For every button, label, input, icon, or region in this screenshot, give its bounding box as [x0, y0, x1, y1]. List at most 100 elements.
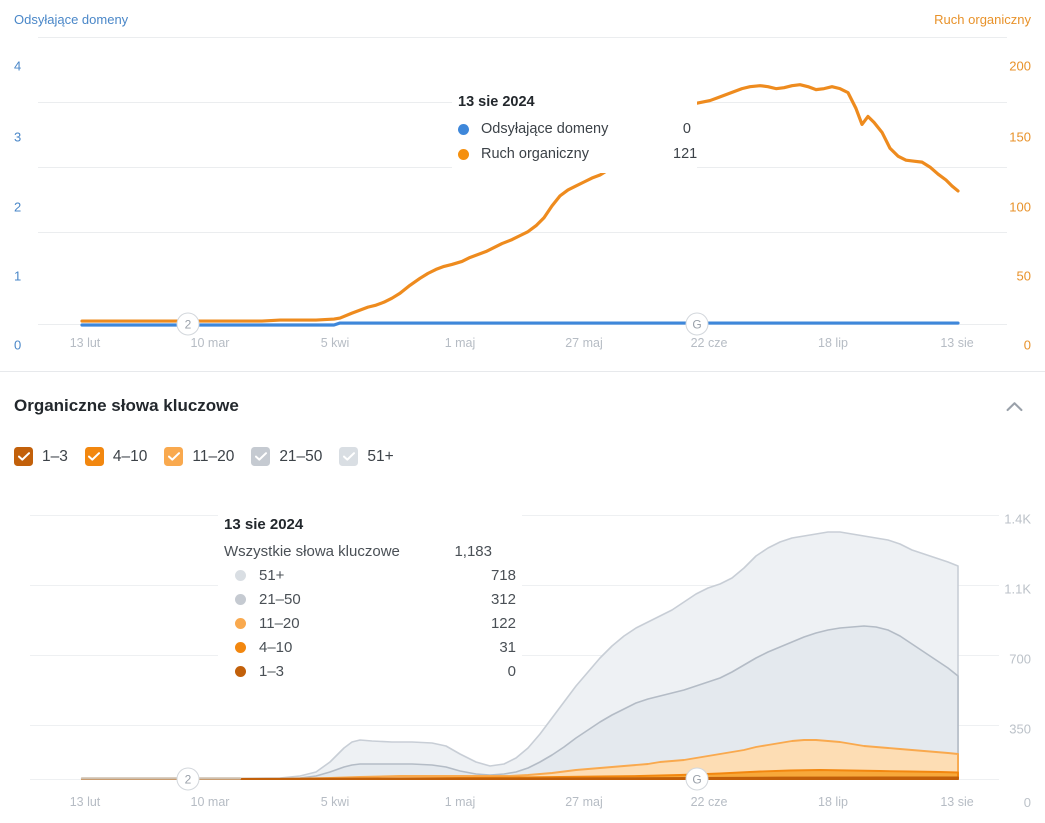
gridline — [30, 725, 999, 726]
filter-21-50[interactable]: 21–50 — [251, 447, 322, 466]
tooltip-row: Ruch organiczny 121 — [458, 146, 697, 162]
y-tick: 350 — [1009, 721, 1031, 737]
series-dot-21-50 — [235, 594, 246, 605]
tooltip-series-label: 4–10 — [259, 639, 293, 656]
series-dot-4-10 — [235, 642, 246, 653]
filter-label: 4–10 — [112, 447, 148, 465]
organic-keywords-section-header: Organiczne słowa kluczowe — [0, 385, 1045, 427]
x-tick: 5 kwi — [320, 336, 350, 350]
tooltip-series-label: Odsyłające domeny — [481, 121, 609, 137]
filter-label: 1–3 — [42, 447, 68, 465]
series-dot-organic-traffic — [458, 148, 469, 160]
tooltip-total-label: Wszystkie słowa kluczowe — [224, 543, 400, 560]
filter-label: 11–20 — [192, 447, 235, 465]
tooltip-series-label: 21–50 — [259, 591, 301, 608]
right-tick: 200 — [1009, 58, 1031, 74]
x-tick: 1 maj — [444, 336, 476, 350]
google-update-marker[interactable]: G — [685, 312, 709, 336]
y-tick-zero: 0 — [1023, 795, 1031, 810]
filter-4-10[interactable]: 4–10 — [84, 447, 148, 466]
y-tick: 700 — [1009, 651, 1031, 667]
bottom-plot-area: 1.4K 1.1K 700 350 2 G — [0, 490, 1045, 791]
tooltip-series-label: 1–3 — [259, 663, 285, 680]
series-dot-referring-domains — [458, 123, 469, 135]
organic-traffic-line — [80, 83, 960, 323]
checkbox-checked-icon[interactable] — [251, 447, 271, 466]
x-tick: 22 cze — [690, 336, 728, 350]
checkbox-checked-icon[interactable] — [164, 447, 184, 466]
x-tick: 10 mar — [190, 795, 230, 809]
tooltip-series-value: 0 — [682, 121, 691, 137]
filter-51-plus[interactable]: 51+ — [339, 447, 394, 466]
top-chart-tooltip: 13 sie 2024 Odsyłające domeny 0 Ruch org… — [452, 92, 697, 173]
google-update-marker[interactable]: G — [685, 767, 709, 791]
filter-11-20[interactable]: 11–20 — [164, 447, 234, 466]
left-axis-title: Odsyłające domeny — [14, 12, 129, 27]
area-1-3 — [81, 776, 959, 780]
checkbox-checked-icon[interactable] — [339, 447, 359, 466]
tooltip-series-value: 31 — [499, 639, 516, 656]
annotation-marker-2[interactable]: 2 — [176, 312, 200, 336]
filter-label: 21–50 — [279, 447, 323, 465]
tooltip-row: Odsyłające domeny 0 — [458, 121, 691, 137]
section-divider — [0, 371, 1045, 372]
tooltip-series-value: 122 — [490, 615, 516, 632]
filter-1-3[interactable]: 1–3 — [14, 447, 68, 466]
x-tick: 13 sie — [940, 336, 974, 350]
tooltip-series-label: 51+ — [259, 567, 285, 584]
right-tick: 100 — [1009, 199, 1031, 215]
bottom-chart-tooltip: 13 sie 2024 Wszystkie słowa kluczowe 1,1… — [218, 514, 522, 689]
collapse-section-button[interactable] — [1001, 393, 1027, 419]
series-dot-11-20 — [235, 618, 246, 629]
right-axis-title: Ruch organiczny — [934, 12, 1031, 27]
x-tick: 18 lip — [818, 336, 848, 350]
x-tick: 13 lut — [69, 795, 101, 809]
x-tick: 27 maj — [565, 336, 603, 350]
tooltip-row: 1–3 0 — [224, 663, 516, 680]
referring-domains-line — [80, 321, 960, 327]
top-chart-series — [80, 83, 960, 327]
right-tick: 50 — [1016, 268, 1031, 284]
filter-label: 51+ — [367, 447, 394, 465]
left-tick: 1 — [14, 268, 22, 284]
area-21-50 — [81, 625, 959, 780]
tooltip-date: 13 sie 2024 — [458, 94, 535, 110]
top-plot-area: 4 3 2 1 0 200 150 100 50 0 2 G — [0, 37, 1045, 353]
gridline — [38, 232, 1007, 233]
area-11-20 — [81, 739, 959, 780]
series-dot-51-plus — [235, 570, 246, 581]
tooltip-row: 11–20 122 — [224, 615, 516, 632]
traffic-domains-chart: Odsyłające domeny Ruch organiczny 4 3 2 … — [0, 0, 1045, 365]
tooltip-total-value: 1,183 — [454, 543, 492, 560]
checkbox-checked-icon[interactable] — [14, 447, 33, 466]
bottom-chart-series — [80, 531, 959, 780]
tooltip-series-value: 0 — [507, 663, 516, 680]
left-tick: 4 — [14, 58, 22, 74]
series-dot-1-3 — [235, 666, 246, 677]
checkbox-checked-icon[interactable] — [84, 447, 104, 466]
tooltip-total-row: Wszystkie słowa kluczowe 1,183 — [224, 543, 516, 560]
tooltip-series-value: 718 — [490, 567, 516, 584]
left-tick: 3 — [14, 129, 22, 145]
x-tick: 18 lip — [818, 795, 848, 809]
annotation-marker-2[interactable]: 2 — [176, 767, 200, 791]
x-tick: 13 lut — [69, 336, 101, 350]
x-tick: 5 kwi — [320, 795, 350, 809]
tooltip-date: 13 sie 2024 — [224, 516, 304, 533]
left-tick: 0 — [14, 337, 22, 353]
keyword-position-filters: 1–3 4–10 11–20 21–50 51+ — [14, 447, 394, 466]
x-tick: 1 maj — [444, 795, 476, 809]
right-tick: 0 — [1023, 337, 1031, 353]
y-tick: 1.4K — [1004, 511, 1031, 527]
x-tick: 22 cze — [690, 795, 728, 809]
x-tick: 10 mar — [190, 336, 230, 350]
organic-keywords-chart: 1.4K 1.1K 700 350 2 G — [0, 490, 1045, 823]
x-tick: 27 maj — [565, 795, 603, 809]
tooltip-series-value: 312 — [490, 591, 516, 608]
left-tick: 2 — [14, 199, 22, 215]
tooltip-row: 21–50 312 — [224, 591, 516, 608]
chevron-up-icon — [1006, 401, 1022, 411]
gridline — [38, 37, 1007, 38]
section-title: Organiczne słowa kluczowe — [14, 396, 239, 415]
